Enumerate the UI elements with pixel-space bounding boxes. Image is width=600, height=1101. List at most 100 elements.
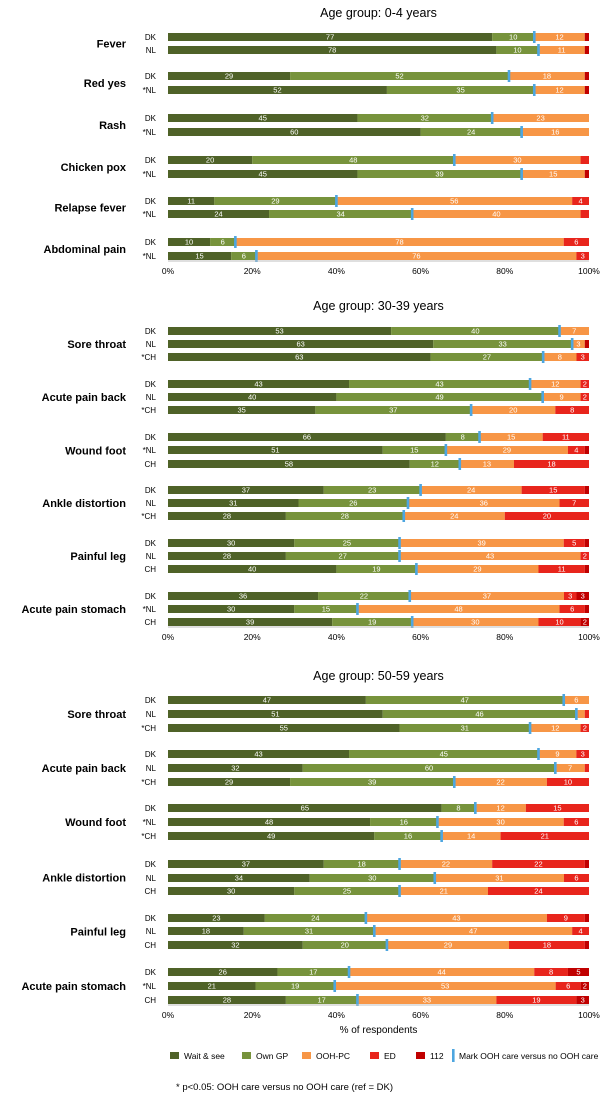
data-label: 36 bbox=[480, 499, 488, 508]
bar-segment-ed bbox=[525, 804, 589, 812]
bar-segment-ooh-pc bbox=[563, 696, 589, 704]
ooh-marker bbox=[372, 925, 376, 937]
bar-segment-wait-see bbox=[168, 618, 333, 626]
country-label: *NL bbox=[143, 210, 157, 219]
data-label: 10 bbox=[564, 778, 572, 787]
bar-segment-ed bbox=[563, 874, 589, 882]
data-label: 10 bbox=[555, 618, 563, 627]
bar-segment-ooh-pc bbox=[521, 128, 589, 136]
data-label: 60 bbox=[425, 764, 433, 773]
chart-title: Age group: 30-39 years bbox=[313, 299, 444, 313]
data-label: 10 bbox=[509, 33, 517, 42]
bar-segment-ooh-pc bbox=[256, 252, 577, 260]
bar-segment-own-gp bbox=[386, 86, 535, 94]
data-label: 43 bbox=[435, 380, 443, 389]
ooh-marker bbox=[541, 351, 545, 363]
data-label: 33 bbox=[423, 996, 431, 1005]
bar-row: NL 28 27 43 2 bbox=[146, 550, 589, 562]
bar-segment-ed bbox=[559, 605, 585, 613]
data-label: 23 bbox=[536, 114, 544, 123]
country-label: DK bbox=[145, 114, 157, 123]
data-label: 37 bbox=[483, 592, 491, 601]
country-label: DK bbox=[145, 238, 157, 247]
bar-segment-ooh-pc bbox=[543, 353, 577, 361]
country-label: *CH bbox=[141, 353, 156, 362]
data-label: 45 bbox=[259, 114, 267, 123]
bar-segment-wait-see bbox=[168, 238, 211, 246]
x-tick-label: 100% bbox=[578, 1010, 600, 1020]
data-label: 39 bbox=[477, 539, 485, 548]
country-label: DK bbox=[145, 696, 157, 705]
data-label: 29 bbox=[503, 446, 511, 455]
bar-segment-wait-see bbox=[168, 128, 421, 136]
bar-segment-own-gp bbox=[365, 696, 564, 704]
ooh-marker bbox=[558, 325, 561, 337]
ooh-marker bbox=[532, 31, 536, 43]
data-label: 16 bbox=[404, 832, 412, 841]
data-label: 18 bbox=[547, 460, 555, 469]
ooh-marker bbox=[356, 994, 359, 1006]
bar-segment-112 bbox=[584, 86, 589, 94]
bar-segment-own-gp bbox=[285, 512, 404, 520]
bar-segment-wait-see bbox=[168, 818, 371, 826]
data-label: 15 bbox=[410, 446, 418, 455]
bar-segment-own-gp bbox=[252, 156, 455, 164]
bar-segment-ooh-pc bbox=[530, 724, 581, 732]
ooh-marker bbox=[436, 816, 439, 828]
country-label: *NL bbox=[143, 252, 157, 261]
country-label: CH bbox=[144, 887, 156, 896]
country-label: *CH bbox=[141, 832, 156, 841]
bar-segment-own-gp bbox=[332, 618, 413, 626]
bar-row: *CH 55 31 12 2 bbox=[141, 722, 589, 734]
data-label: 14 bbox=[467, 832, 475, 841]
country-label: NL bbox=[146, 927, 157, 936]
bar-segment-wait-see bbox=[168, 539, 295, 547]
bar-segment-ed bbox=[534, 968, 568, 976]
data-label: 47 bbox=[461, 696, 469, 705]
bar-segment-own-gp bbox=[420, 128, 522, 136]
data-label: 24 bbox=[534, 887, 542, 896]
data-label: 35 bbox=[238, 406, 246, 415]
condition-label: Red yes bbox=[84, 78, 126, 90]
bar-row: *NL 52 35 12 bbox=[143, 84, 589, 96]
country-label: *CH bbox=[141, 406, 156, 415]
bar-row: CH 58 12 13 18 bbox=[144, 458, 589, 470]
x-tick-label: 80% bbox=[496, 266, 513, 276]
data-label: 44 bbox=[437, 968, 445, 977]
data-label: 18 bbox=[543, 941, 551, 950]
bar-segment-own-gp bbox=[496, 46, 539, 54]
bar-segment-112 bbox=[584, 170, 589, 178]
bar-segment-own-gp bbox=[315, 406, 472, 414]
bar-segment-ed bbox=[546, 914, 585, 922]
legend-swatch bbox=[170, 1052, 179, 1059]
data-label: 35 bbox=[456, 86, 464, 95]
bar-segment-wait-see bbox=[168, 353, 431, 361]
data-label: 22 bbox=[442, 860, 450, 869]
data-label: 21 bbox=[208, 982, 216, 991]
bar-segment-wait-see bbox=[168, 804, 442, 812]
data-label: 53 bbox=[275, 327, 283, 336]
bar-segment-ed bbox=[513, 460, 589, 468]
bar-segment-own-gp bbox=[264, 914, 366, 922]
bar-segment-wait-see bbox=[168, 170, 358, 178]
data-label: 3 bbox=[581, 353, 585, 362]
data-label: 47 bbox=[263, 696, 271, 705]
bar-segment-own-gp bbox=[433, 340, 573, 348]
data-label: 30 bbox=[227, 887, 235, 896]
legend-label: ED bbox=[384, 1051, 396, 1061]
x-tick-label: 60% bbox=[412, 1010, 429, 1020]
bar-segment-ooh-pc bbox=[530, 380, 581, 388]
bar-row: NL 78 10 11 bbox=[146, 44, 589, 56]
data-label: 18 bbox=[202, 927, 210, 936]
bar-segment-own-gp bbox=[290, 778, 455, 786]
bar-segment-wait-see bbox=[168, 724, 400, 732]
bar-segment-ed bbox=[580, 552, 589, 560]
legend-swatch bbox=[416, 1052, 425, 1059]
bar-segment-wait-see bbox=[168, 460, 410, 468]
country-label: NL bbox=[146, 499, 157, 508]
data-label: 6 bbox=[574, 238, 578, 247]
data-label: 32 bbox=[421, 114, 429, 123]
bar-segment-own-gp bbox=[298, 499, 408, 507]
bar-row: NL 34 30 31 6 bbox=[146, 872, 589, 884]
data-label: 10 bbox=[185, 238, 193, 247]
